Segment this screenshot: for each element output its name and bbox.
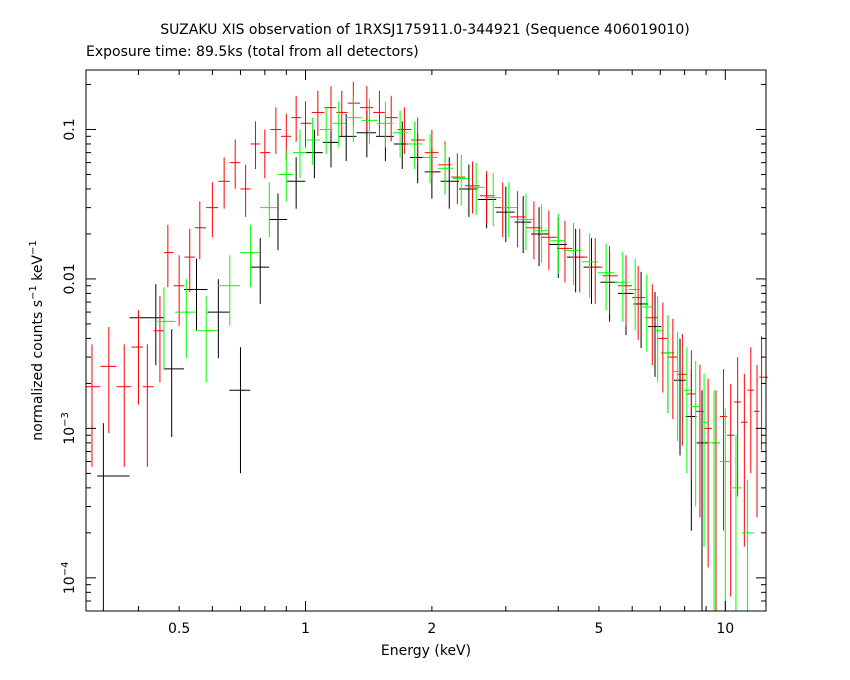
series-2 — [157, 95, 754, 611]
x-tick-label: 5 — [594, 621, 603, 637]
y-tick-label-exp: −3 — [60, 412, 71, 427]
y-tick-label-base: 10 — [62, 576, 78, 594]
chart-title: SUZAKU XIS observation of 1RXSJ175911.0-… — [160, 22, 690, 38]
chart-subtitle: Exposure time: 89.5ks (total from all de… — [86, 44, 419, 60]
y-tick-label: 0.01 — [62, 263, 78, 294]
axis-ticks — [85, 70, 766, 612]
y-tick-label-exp: −4 — [60, 562, 71, 577]
y-axis-label-exp1: −1 — [28, 285, 39, 300]
y-axis-label-mid: keV — [30, 255, 46, 286]
x-axis-label: Energy (keV) — [381, 643, 471, 659]
x-tick-label: 0.5 — [168, 621, 190, 637]
series-1 — [85, 81, 768, 611]
y-tick-label: 0.1 — [62, 118, 78, 140]
y-axis-label-main: normalized counts s — [30, 300, 46, 441]
data-points-layer — [85, 81, 768, 611]
y-axis-label: normalized counts s−1 keV−1 — [28, 240, 46, 441]
y-tick-label-base: 10 — [62, 427, 78, 445]
x-tick-label: 2 — [427, 621, 436, 637]
y-tick-label: 10−3 — [60, 412, 78, 445]
series-0 — [97, 110, 709, 611]
y-tick-label: 10−4 — [60, 562, 78, 595]
x-tick-label: 1 — [301, 621, 310, 637]
y-axis-label-exp2: −1 — [28, 240, 39, 255]
x-tick-label: 10 — [716, 621, 734, 637]
plot-frame — [85, 69, 767, 612]
